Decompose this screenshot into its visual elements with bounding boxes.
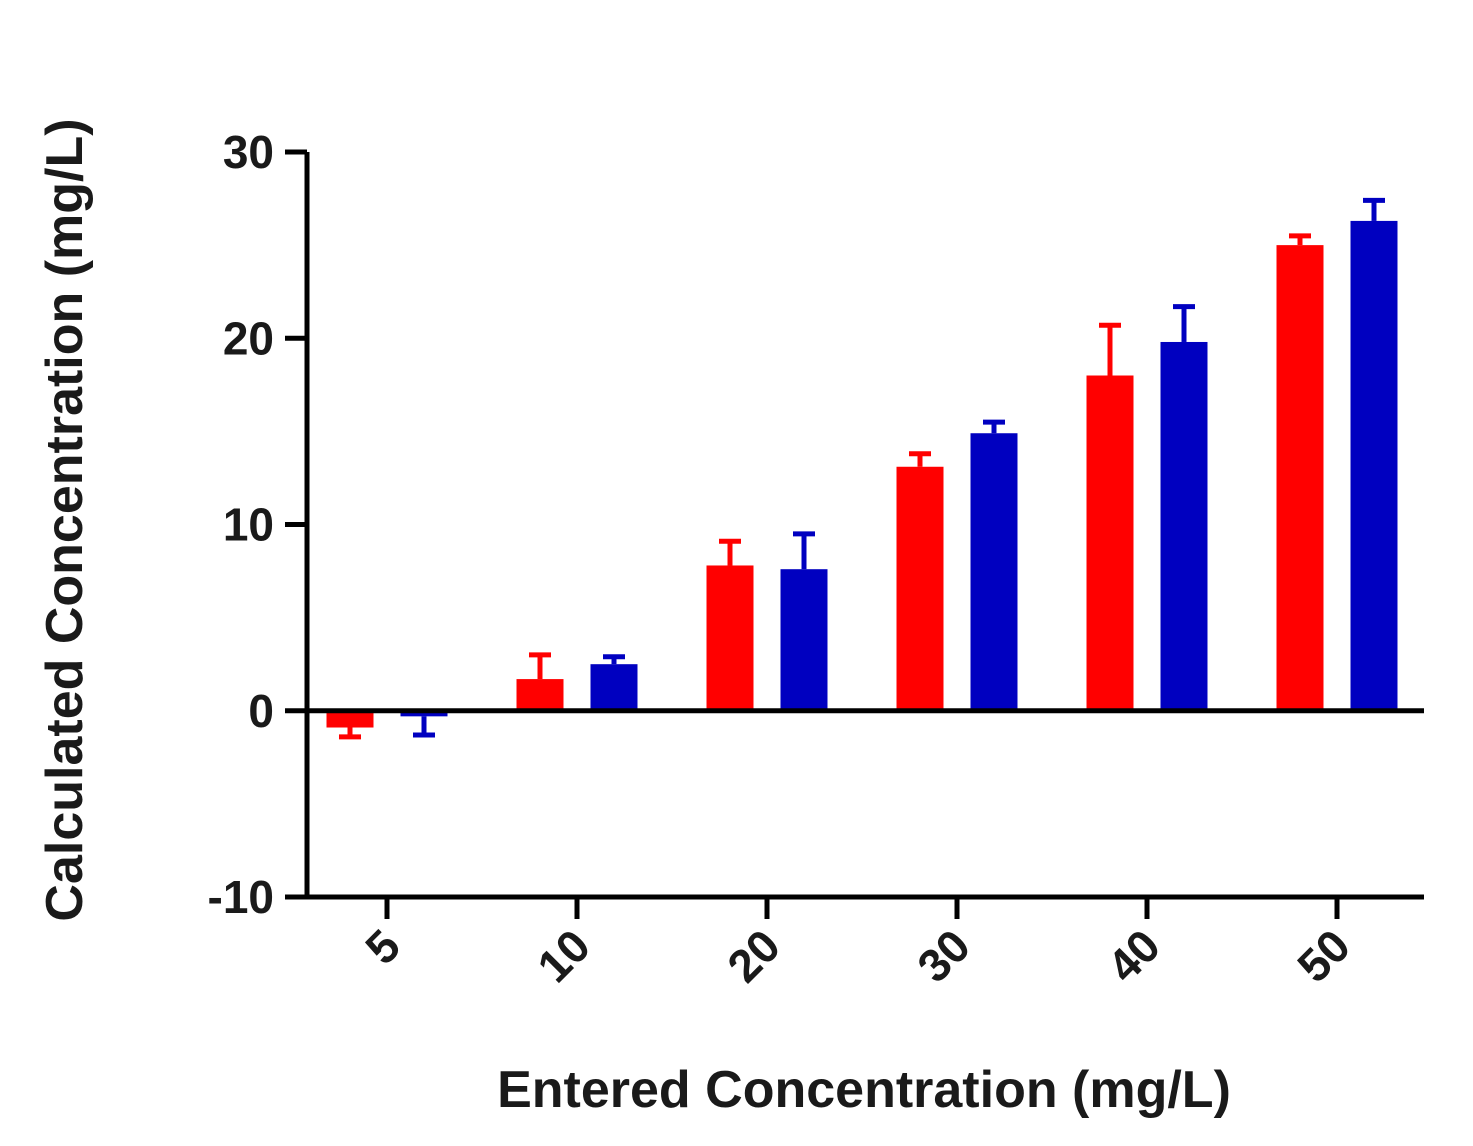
y-tick-label-10: 10 bbox=[223, 499, 274, 551]
x-tick-label-5: 5 bbox=[355, 919, 410, 974]
bar-s1-5 bbox=[326, 710, 374, 728]
x-tick-label-30: 30 bbox=[907, 919, 980, 992]
y-tick-label-20: 20 bbox=[223, 312, 274, 364]
y-axis-title: Calculated Concentration (mg/L) bbox=[36, 118, 94, 921]
x-tick-label-50: 50 bbox=[1287, 919, 1360, 992]
x-tick-label-20: 20 bbox=[717, 919, 790, 992]
y-tick-label-30: 30 bbox=[223, 126, 274, 178]
x-axis-title: Entered Concentration (mg/L) bbox=[497, 1061, 1231, 1119]
x-tick-label-10: 10 bbox=[527, 919, 600, 992]
bar-s2-30 bbox=[970, 433, 1018, 711]
error-bars-layer bbox=[339, 197, 1385, 740]
x-tick-label-40: 40 bbox=[1097, 919, 1170, 992]
axes-layer bbox=[285, 149, 1424, 919]
bar-s2-20 bbox=[780, 569, 828, 711]
bar-s2-50 bbox=[1350, 220, 1398, 711]
bar-s1-20 bbox=[706, 565, 754, 711]
bar-s1-10 bbox=[516, 679, 564, 711]
bar-s2-10 bbox=[590, 664, 638, 711]
bar-s1-40 bbox=[1086, 375, 1134, 711]
bar-s2-40 bbox=[1160, 341, 1208, 711]
bar-s1-50 bbox=[1276, 245, 1324, 711]
bar-s2-5 bbox=[400, 710, 448, 717]
y-tick-label-0: 0 bbox=[248, 685, 274, 737]
y-tick-label--10: -10 bbox=[208, 871, 274, 923]
bar-s1-30 bbox=[896, 466, 944, 711]
bars-layer bbox=[326, 220, 1398, 728]
